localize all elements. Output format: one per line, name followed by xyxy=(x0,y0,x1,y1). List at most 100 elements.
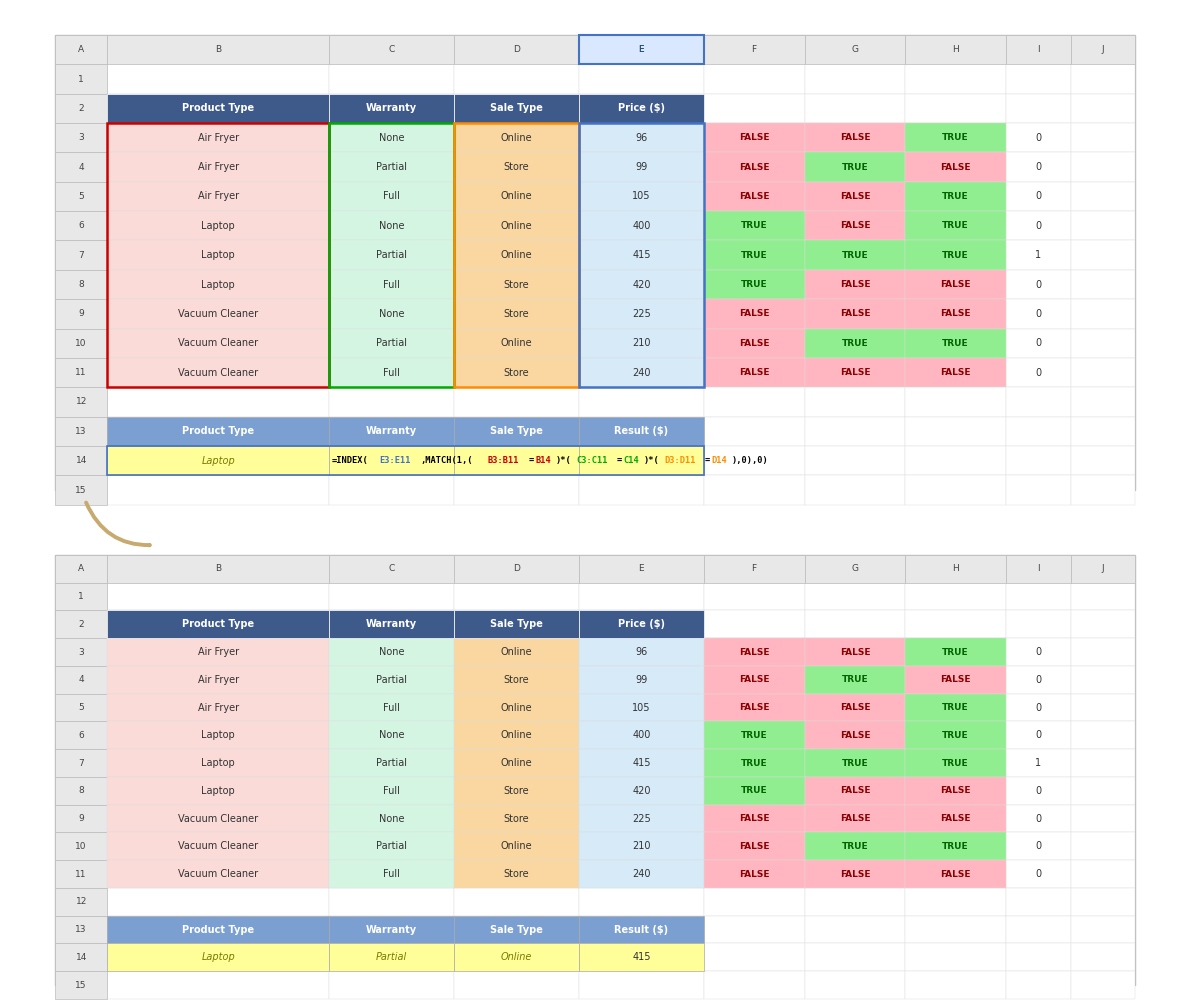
Text: D: D xyxy=(512,564,520,573)
Text: None: None xyxy=(379,221,404,231)
Text: 99: 99 xyxy=(635,162,648,172)
Bar xyxy=(804,240,905,270)
Text: 7: 7 xyxy=(78,251,84,260)
Text: 0: 0 xyxy=(1036,730,1042,740)
Text: None: None xyxy=(379,309,404,319)
Text: 13: 13 xyxy=(76,925,86,934)
Bar xyxy=(454,358,578,387)
Bar xyxy=(905,64,1006,94)
Bar xyxy=(107,943,329,971)
Bar xyxy=(454,832,578,860)
Bar xyxy=(905,638,1006,666)
Bar xyxy=(704,152,804,182)
Text: 5: 5 xyxy=(78,703,84,712)
Bar xyxy=(578,610,704,638)
Text: Laptop: Laptop xyxy=(202,952,235,962)
Bar xyxy=(107,299,329,329)
Bar xyxy=(804,583,905,610)
Text: ),0),0): ),0),0) xyxy=(732,456,768,465)
Bar xyxy=(1006,475,1070,505)
Bar xyxy=(905,270,1006,299)
Bar xyxy=(107,694,329,721)
Text: 15: 15 xyxy=(76,486,86,495)
Bar xyxy=(55,583,107,610)
Bar xyxy=(905,832,1006,860)
Bar xyxy=(804,475,905,505)
Text: ,MATCH(1,(: ,MATCH(1,( xyxy=(420,456,473,465)
Text: Full: Full xyxy=(383,786,400,796)
Bar xyxy=(578,694,704,721)
Text: Sale Type: Sale Type xyxy=(490,619,542,629)
Text: B3:B11: B3:B11 xyxy=(488,456,520,465)
Bar xyxy=(329,555,454,583)
Bar xyxy=(55,694,107,721)
Text: Partial: Partial xyxy=(376,338,407,348)
Text: =INDEX(: =INDEX( xyxy=(332,456,368,465)
Bar xyxy=(55,182,107,211)
Text: Online: Online xyxy=(500,133,533,143)
Text: Vacuum Cleaner: Vacuum Cleaner xyxy=(178,368,258,378)
Bar xyxy=(55,888,107,916)
Bar xyxy=(107,971,329,999)
Bar xyxy=(107,211,329,240)
Text: =: = xyxy=(704,456,710,465)
Bar xyxy=(107,888,329,916)
Bar xyxy=(804,555,905,583)
Bar xyxy=(704,182,804,211)
Bar xyxy=(578,860,704,888)
Text: FALSE: FALSE xyxy=(840,786,870,795)
Text: Laptop: Laptop xyxy=(202,250,235,260)
Bar xyxy=(1006,860,1070,888)
Bar xyxy=(55,329,107,358)
Bar xyxy=(329,446,454,475)
Bar xyxy=(107,694,329,721)
Bar xyxy=(905,805,1006,832)
Bar xyxy=(454,446,578,475)
Bar xyxy=(804,417,905,446)
Bar xyxy=(329,860,454,888)
Bar xyxy=(107,555,329,583)
Text: 12: 12 xyxy=(76,397,86,406)
Bar xyxy=(905,358,1006,387)
Text: 15: 15 xyxy=(76,980,86,989)
Bar xyxy=(905,805,1006,832)
Text: I: I xyxy=(1037,45,1039,54)
Bar xyxy=(55,971,107,999)
Bar xyxy=(329,943,454,971)
Bar xyxy=(905,123,1006,152)
Bar xyxy=(804,329,905,358)
Bar xyxy=(1070,638,1135,666)
Text: 4: 4 xyxy=(78,163,84,172)
Text: Sale Type: Sale Type xyxy=(490,925,542,935)
Bar xyxy=(578,777,704,805)
Text: None: None xyxy=(379,730,404,740)
Text: Air Fryer: Air Fryer xyxy=(198,191,239,201)
Bar xyxy=(329,94,454,123)
Text: Product Type: Product Type xyxy=(182,103,254,113)
Text: Air Fryer: Air Fryer xyxy=(198,675,239,685)
Bar xyxy=(329,123,454,152)
Bar xyxy=(704,943,804,971)
Bar xyxy=(804,749,905,777)
Bar xyxy=(905,475,1006,505)
Text: Laptop: Laptop xyxy=(202,730,235,740)
Bar xyxy=(704,211,804,240)
Bar xyxy=(329,270,454,299)
Text: Product Type: Product Type xyxy=(182,925,254,935)
Text: Partial: Partial xyxy=(376,162,407,172)
Text: Vacuum Cleaner: Vacuum Cleaner xyxy=(178,338,258,348)
Bar xyxy=(578,943,704,971)
Text: 1: 1 xyxy=(78,75,84,84)
Bar xyxy=(905,749,1006,777)
Text: FALSE: FALSE xyxy=(941,870,971,879)
Bar xyxy=(329,299,454,329)
Bar xyxy=(804,270,905,299)
Bar xyxy=(55,475,107,505)
Bar xyxy=(55,555,107,583)
Bar xyxy=(704,123,804,152)
Text: 0: 0 xyxy=(1036,338,1042,348)
Bar xyxy=(905,211,1006,240)
Text: 12: 12 xyxy=(76,897,86,906)
Text: 105: 105 xyxy=(632,191,650,201)
Text: Laptop: Laptop xyxy=(202,786,235,796)
